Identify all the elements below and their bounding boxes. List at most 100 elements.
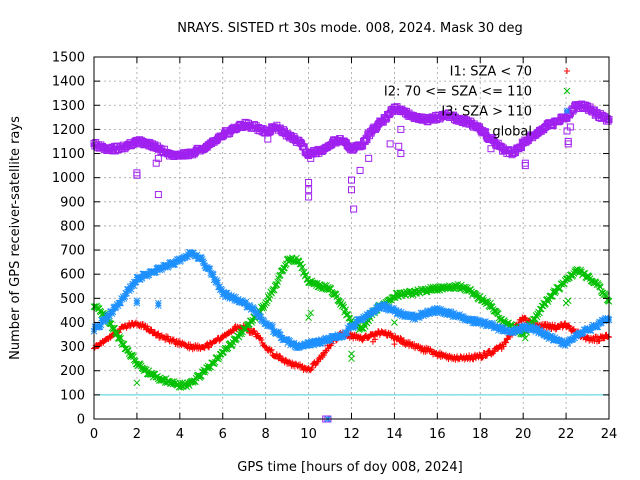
data-point bbox=[585, 273, 593, 281]
data-point bbox=[193, 251, 201, 259]
data-point bbox=[230, 293, 238, 300]
outlier-point bbox=[133, 379, 141, 387]
x-tick-label: 22 bbox=[558, 427, 575, 442]
data-point bbox=[397, 311, 404, 319]
data-point bbox=[286, 358, 293, 365]
x-tick-label: 16 bbox=[429, 427, 446, 442]
outlier-point bbox=[348, 186, 355, 194]
data-point bbox=[273, 351, 280, 358]
series-i3-sza-110 bbox=[90, 248, 613, 352]
outlier-point bbox=[386, 140, 394, 148]
data-point bbox=[112, 303, 120, 311]
data-point bbox=[350, 335, 357, 342]
outlier-point bbox=[397, 338, 404, 345]
data-point bbox=[339, 301, 347, 309]
outlier-point bbox=[564, 140, 572, 148]
y-tick-label: 1400 bbox=[52, 75, 85, 90]
data-point bbox=[176, 338, 183, 345]
data-point bbox=[250, 305, 258, 312]
data-point bbox=[276, 352, 283, 359]
data-point bbox=[276, 331, 284, 339]
data-point bbox=[108, 310, 116, 318]
legend-label: global bbox=[492, 125, 532, 140]
data-point bbox=[332, 291, 340, 298]
data-point bbox=[604, 117, 612, 125]
x-tick-label: 6 bbox=[219, 427, 227, 442]
data-point bbox=[117, 299, 124, 307]
data-point bbox=[246, 303, 254, 310]
x-tick-label: 18 bbox=[472, 427, 489, 442]
data-point bbox=[144, 323, 151, 330]
outlier-point bbox=[397, 150, 405, 158]
data-point bbox=[258, 336, 265, 343]
data-point bbox=[395, 307, 403, 315]
data-point bbox=[209, 271, 217, 278]
x-tick-label: 2 bbox=[133, 427, 141, 442]
data-point bbox=[327, 337, 335, 344]
y-tick-label: 1300 bbox=[52, 99, 85, 114]
x-tick-label: 12 bbox=[343, 427, 360, 442]
outlier-point bbox=[133, 171, 141, 179]
data-point bbox=[116, 333, 124, 340]
data-point bbox=[596, 337, 603, 344]
data-point bbox=[343, 329, 351, 337]
data-point bbox=[342, 306, 349, 314]
outlier-point bbox=[133, 299, 141, 307]
data-point bbox=[550, 336, 558, 344]
outlier-point bbox=[391, 319, 398, 326]
outlier-point bbox=[498, 346, 505, 353]
data-point bbox=[268, 346, 275, 353]
legend-marker bbox=[563, 107, 571, 115]
outlier-point bbox=[397, 125, 405, 133]
data-point bbox=[315, 358, 322, 365]
data-point bbox=[292, 344, 300, 351]
y-tick-label: 800 bbox=[60, 219, 85, 234]
y-tick-label: 1000 bbox=[52, 171, 85, 186]
data-point bbox=[542, 329, 549, 337]
data-point bbox=[584, 334, 591, 341]
outlier-point bbox=[564, 297, 572, 305]
data-point bbox=[548, 333, 556, 340]
data-point bbox=[213, 277, 221, 284]
data-point bbox=[503, 339, 509, 346]
data-point bbox=[479, 354, 486, 361]
outlier-point bbox=[372, 336, 379, 343]
y-tick-label: 700 bbox=[60, 244, 85, 259]
data-point bbox=[127, 285, 135, 293]
y-tick-label: 1200 bbox=[52, 123, 85, 138]
data-point bbox=[325, 334, 333, 342]
data-point bbox=[385, 303, 393, 311]
outlier-point bbox=[307, 309, 315, 317]
y-tick-label: 1500 bbox=[52, 51, 85, 66]
y-tick-label: 500 bbox=[60, 292, 85, 307]
data-point bbox=[560, 341, 567, 348]
data-point bbox=[325, 345, 332, 352]
data-point bbox=[322, 334, 330, 342]
data-point bbox=[319, 339, 327, 347]
data-point bbox=[263, 299, 270, 307]
outlier-point bbox=[391, 341, 398, 348]
data-point bbox=[251, 328, 258, 335]
data-point bbox=[552, 287, 560, 295]
y-tick-label: 200 bbox=[60, 364, 85, 379]
y-tick-label: 600 bbox=[60, 268, 85, 283]
x-tick-label: 24 bbox=[601, 427, 618, 442]
outliers-i2-70-sza-110 bbox=[133, 297, 572, 387]
data-point bbox=[429, 309, 437, 317]
data-point bbox=[464, 355, 471, 362]
outlier-point bbox=[154, 191, 162, 199]
outlier-point bbox=[395, 142, 403, 150]
chart-title: NRAYS. SISTED rt 30s mode. 008, 2024. Ma… bbox=[177, 21, 523, 36]
outlier-point bbox=[521, 162, 529, 170]
data-point bbox=[605, 333, 612, 340]
x-tick-label: 0 bbox=[90, 427, 98, 442]
outlier-point bbox=[305, 314, 312, 321]
data-point bbox=[494, 327, 502, 334]
data-point bbox=[424, 307, 432, 314]
data-point bbox=[530, 324, 538, 331]
axis-ticks bbox=[93, 56, 610, 420]
data-point bbox=[115, 335, 123, 342]
data-point bbox=[382, 328, 389, 335]
data-point bbox=[198, 255, 206, 263]
